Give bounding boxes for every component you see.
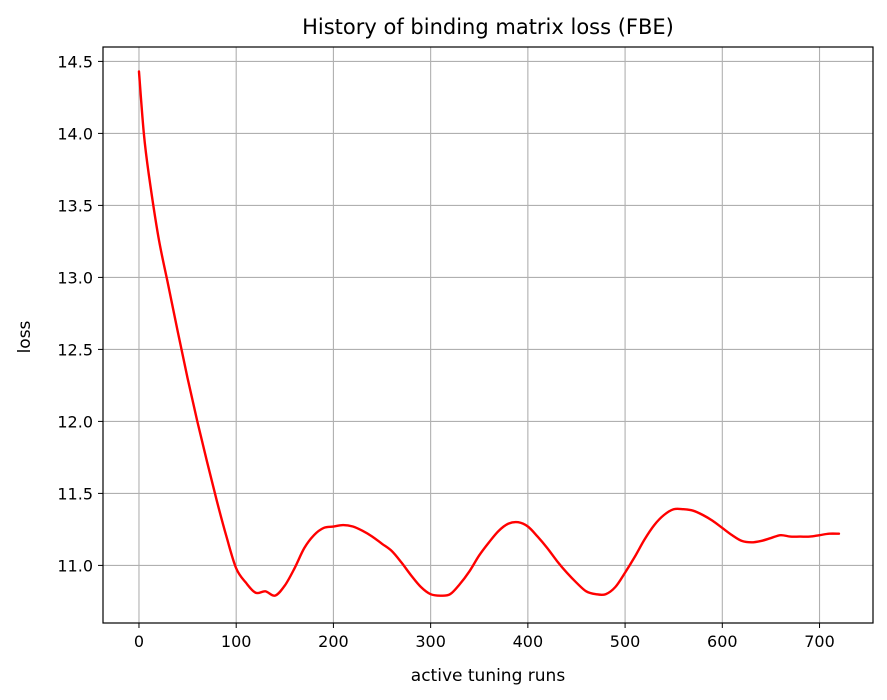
y-tick-label: 13.0: [57, 268, 93, 287]
y-tick-label: 13.5: [57, 196, 93, 215]
x-tick-label: 300: [415, 632, 446, 651]
y-tick-label: 11.0: [57, 556, 93, 575]
y-tick-label: 12.5: [57, 340, 93, 359]
x-tick-label: 400: [513, 632, 544, 651]
y-axis-label: loss: [15, 320, 35, 353]
y-tick-label: 12.0: [57, 412, 93, 431]
series-layer: [137, 70, 841, 597]
y-tick-label: 11.5: [57, 484, 93, 503]
x-tick-label: 200: [318, 632, 349, 651]
x-tick-label: 700: [804, 632, 835, 651]
x-tick-label: 0: [134, 632, 144, 651]
plot-frame: [102, 46, 874, 624]
x-axis-label: active tuning runs: [411, 666, 566, 686]
x-tick-label: 100: [221, 632, 252, 651]
y-tick-label: 14.5: [57, 52, 93, 71]
y-tick-label: 14.0: [57, 124, 93, 143]
axis-ticks: 0 100 200 300 400 500 600 700 11.0 11.5 12.0 12.5 13…: [57, 52, 834, 651]
x-tick-label: 600: [707, 632, 738, 651]
chart-title: History of binding matrix loss (FBE): [302, 15, 674, 39]
loss-series-line: [137, 70, 841, 597]
x-tick-label: 500: [610, 632, 641, 651]
grid-lines: [103, 47, 873, 623]
